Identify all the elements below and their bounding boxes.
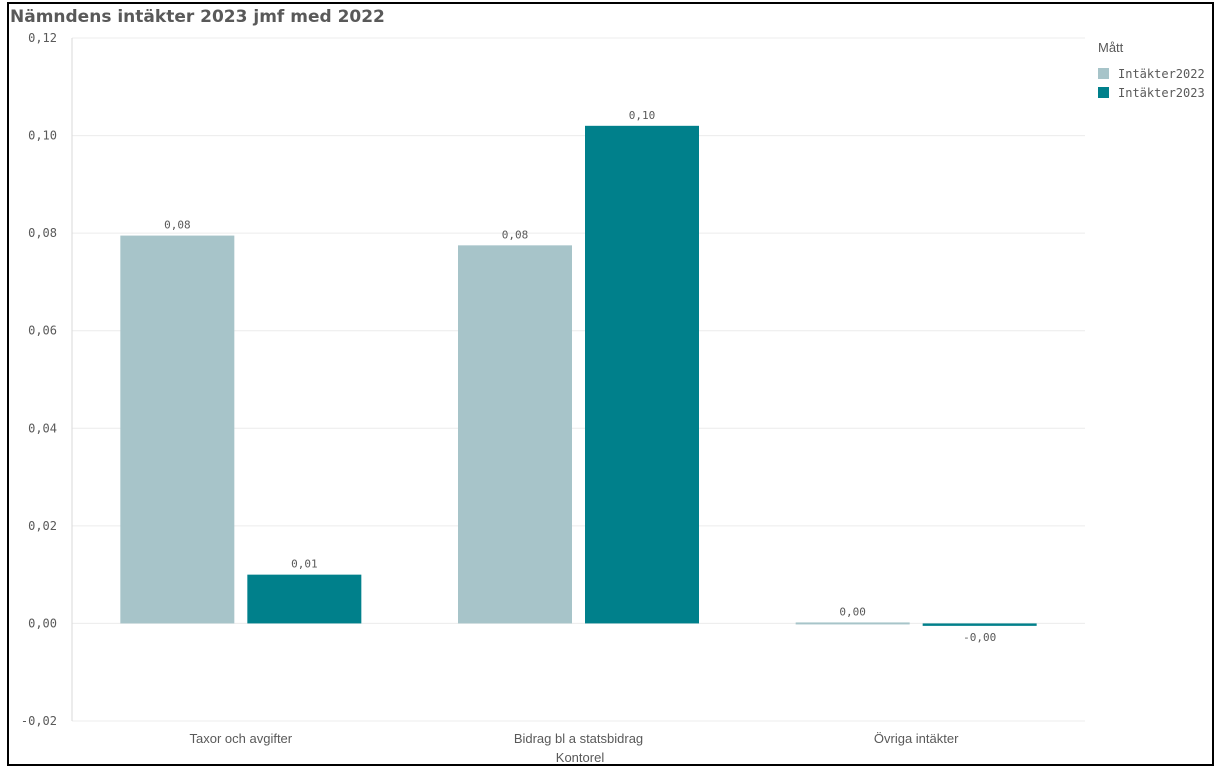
legend-swatch <box>1098 87 1109 98</box>
chart-title: Nämndens intäkter 2023 jmf med 2022 <box>10 7 385 27</box>
x-tick-label: Bidrag bl a statsbidrag <box>514 731 643 746</box>
bar[interactable] <box>247 574 362 624</box>
legend-label: Intäkter2022 <box>1118 66 1205 81</box>
y-tick-label: 0,02 <box>28 519 57 533</box>
x-tick-label: Övriga intäkter <box>874 731 959 746</box>
bar[interactable] <box>922 623 1037 626</box>
y-tick-label: 0,00 <box>28 616 57 630</box>
bar[interactable] <box>458 245 572 624</box>
y-tick-label: 0,06 <box>28 324 57 338</box>
gridlines <box>71 37 1085 722</box>
bar[interactable] <box>585 125 699 624</box>
x-tick-label: Taxor och avgifter <box>190 731 293 746</box>
bar[interactable] <box>795 622 910 625</box>
legend-swatch <box>1098 68 1109 79</box>
y-tick-label: 0,12 <box>28 31 57 45</box>
legend: Mått Intäkter2022 Intäkter2023 <box>1098 40 1205 102</box>
legend-label: Intäkter2023 <box>1118 85 1205 100</box>
y-tick-label: -0,02 <box>21 714 57 728</box>
y-tick-label: 0,10 <box>28 129 57 143</box>
y-tick-label: 0,08 <box>28 226 57 240</box>
y-axis-ticks: -0,02 0,00 0,02 0,04 0,06 0,08 0,10 0,12 <box>21 31 57 728</box>
bars <box>120 125 1037 626</box>
data-label: 0,08 <box>164 219 191 232</box>
data-labels: 0,08 0,01 0,08 0,10 0,00 -0,00 <box>164 109 996 644</box>
data-label: 0,01 <box>291 558 318 571</box>
data-label: 0,10 <box>629 109 656 122</box>
data-label: 0,00 <box>839 605 866 618</box>
y-tick-label: 0,04 <box>28 421 57 435</box>
data-label: 0,08 <box>502 228 529 241</box>
legend-item-2023[interactable]: Intäkter2023 <box>1098 83 1205 102</box>
x-axis-categories: Taxor och avgifter Bidrag bl a statsbidra… <box>190 731 960 746</box>
bar[interactable] <box>120 235 235 624</box>
legend-item-2022[interactable]: Intäkter2022 <box>1098 64 1205 83</box>
data-label: -0,00 <box>963 631 996 644</box>
x-axis-title: Kontorel <box>556 750 605 765</box>
legend-title: Mått <box>1098 40 1124 55</box>
